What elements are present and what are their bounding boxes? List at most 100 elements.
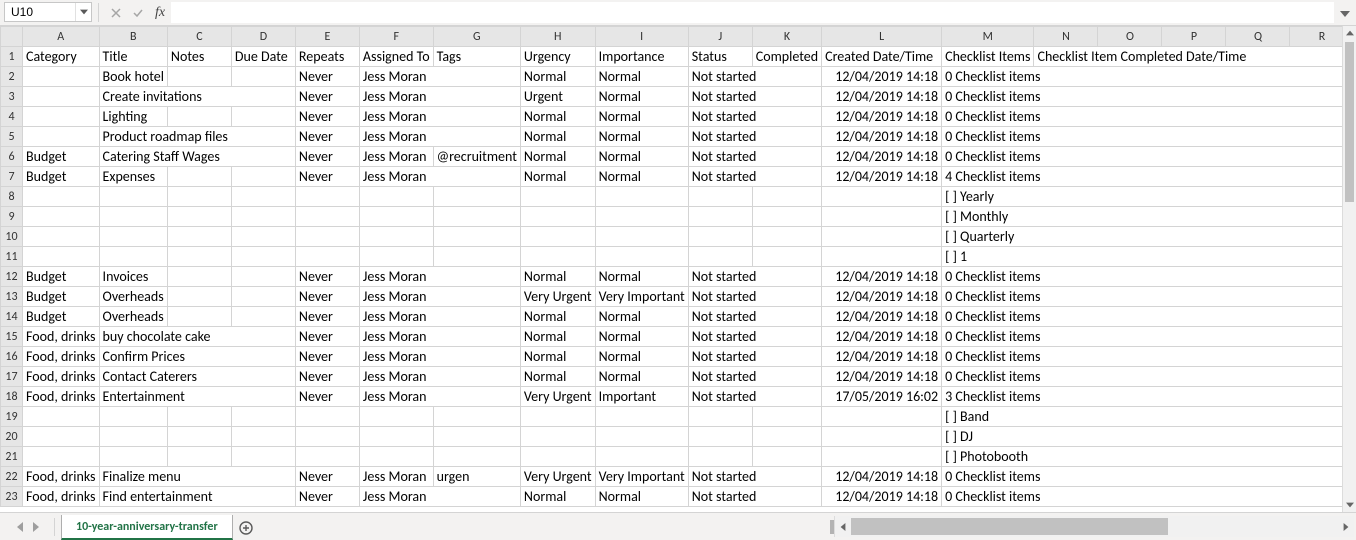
vertical-scrollbar[interactable] (1342, 26, 1356, 512)
cell-C8[interactable] (167, 187, 231, 207)
cell-F6[interactable]: Jess Moran (359, 147, 433, 167)
cell-C12[interactable] (167, 267, 231, 287)
cell-F20[interactable] (359, 427, 433, 447)
row-header-12[interactable]: 12 (1, 267, 23, 287)
cell-M1[interactable]: Checklist Items (942, 47, 1034, 67)
cell-L3[interactable]: 12/04/2019 14:18 (822, 87, 942, 107)
cell-J3[interactable]: Not started (688, 87, 821, 107)
cell-H11[interactable] (520, 247, 595, 267)
cell-L7[interactable]: 12/04/2019 14:18 (822, 167, 942, 187)
cell-B16[interactable]: Confirm Prices (99, 347, 295, 367)
cell-D19[interactable] (231, 407, 295, 427)
row-header-16[interactable]: 16 (1, 347, 23, 367)
cell-B21[interactable] (99, 447, 167, 467)
cell-A22[interactable]: Food, drinks (23, 467, 100, 487)
cell-M4[interactable]: 0 Checklist items (942, 107, 1342, 127)
cell-L17[interactable]: 12/04/2019 14:18 (822, 367, 942, 387)
cell-I20[interactable] (595, 427, 688, 447)
cell-L23[interactable]: 12/04/2019 14:18 (822, 487, 942, 507)
row-header-4[interactable]: 4 (1, 107, 23, 127)
cell-E12[interactable]: Never (295, 267, 359, 287)
col-header-Q[interactable]: Q (1226, 27, 1290, 47)
cell-M22[interactable]: 0 Checklist items (942, 467, 1342, 487)
col-header-M[interactable]: M (942, 27, 1034, 47)
cell-H13[interactable]: Very Urgent (520, 287, 595, 307)
col-header-O[interactable]: O (1098, 27, 1162, 47)
col-header-J[interactable]: J (688, 27, 752, 47)
row-header-10[interactable]: 10 (1, 227, 23, 247)
cell-I16[interactable]: Normal (595, 347, 688, 367)
cell-A2[interactable] (23, 67, 100, 87)
cell-M3[interactable]: 0 Checklist items (942, 87, 1342, 107)
cell-F14[interactable]: Jess Moran (359, 307, 520, 327)
horizontal-scroll-thumb[interactable] (851, 518, 1168, 535)
cell-I10[interactable] (595, 227, 688, 247)
cell-I17[interactable]: Normal (595, 367, 688, 387)
cell-F7[interactable]: Jess Moran (359, 167, 520, 187)
cell-F9[interactable] (359, 207, 433, 227)
cell-J14[interactable]: Not started (688, 307, 821, 327)
cell-D7[interactable] (231, 167, 295, 187)
cell-D20[interactable] (231, 427, 295, 447)
row-header-5[interactable]: 5 (1, 127, 23, 147)
cell-B23[interactable]: Find entertainment (99, 487, 295, 507)
cell-I11[interactable] (595, 247, 688, 267)
cell-D21[interactable] (231, 447, 295, 467)
cell-D1[interactable]: Due Date (231, 47, 295, 67)
cell-C4[interactable] (167, 107, 231, 127)
cell-I5[interactable]: Normal (595, 127, 688, 147)
cell-H14[interactable]: Normal (520, 307, 595, 327)
cell-I19[interactable] (595, 407, 688, 427)
cell-G10[interactable] (433, 227, 520, 247)
cell-B10[interactable] (99, 227, 167, 247)
col-header-R[interactable]: R (1290, 27, 1342, 47)
cell-M12[interactable]: 0 Checklist items (942, 267, 1342, 287)
cell-H4[interactable]: Normal (520, 107, 595, 127)
scroll-right-icon[interactable] (1338, 516, 1354, 537)
cell-I14[interactable]: Normal (595, 307, 688, 327)
cell-B9[interactable] (99, 207, 167, 227)
cell-I2[interactable]: Normal (595, 67, 688, 87)
cell-D10[interactable] (231, 227, 295, 247)
cell-F3[interactable]: Jess Moran (359, 87, 520, 107)
row-header-7[interactable]: 7 (1, 167, 23, 187)
cell-I21[interactable] (595, 447, 688, 467)
cell-M21[interactable]: [ ] Photobooth (942, 447, 1342, 467)
cell-L12[interactable]: 12/04/2019 14:18 (822, 267, 942, 287)
cell-I13[interactable]: Very Important (595, 287, 688, 307)
col-header-C[interactable]: C (167, 27, 231, 47)
cell-C19[interactable] (167, 407, 231, 427)
cell-E6[interactable]: Never (295, 147, 359, 167)
cell-B1[interactable]: Title (99, 47, 167, 67)
cell-C13[interactable] (167, 287, 231, 307)
cell-H16[interactable]: Normal (520, 347, 595, 367)
cell-I8[interactable] (595, 187, 688, 207)
cell-A20[interactable] (23, 427, 100, 447)
cell-F19[interactable] (359, 407, 433, 427)
cell-H19[interactable] (520, 407, 595, 427)
cell-B4[interactable]: Lighting (99, 107, 167, 127)
cell-M5[interactable]: 0 Checklist items (942, 127, 1342, 147)
cell-B14[interactable]: Overheads (99, 307, 167, 327)
cell-D11[interactable] (231, 247, 295, 267)
cell-K19[interactable] (752, 407, 821, 427)
cell-A13[interactable]: Budget (23, 287, 100, 307)
cell-H1[interactable]: Urgency (520, 47, 595, 67)
cell-A4[interactable] (23, 107, 100, 127)
cell-E9[interactable] (295, 207, 359, 227)
cell-M9[interactable]: [ ] Monthly (942, 207, 1342, 227)
cell-B20[interactable] (99, 427, 167, 447)
row-header-6[interactable]: 6 (1, 147, 23, 167)
row-header-11[interactable]: 11 (1, 247, 23, 267)
cell-H2[interactable]: Normal (520, 67, 595, 87)
cell-H9[interactable] (520, 207, 595, 227)
cell-H12[interactable]: Normal (520, 267, 595, 287)
cell-B6[interactable]: Catering Staff Wages (99, 147, 295, 167)
cell-F13[interactable]: Jess Moran (359, 287, 520, 307)
cell-F21[interactable] (359, 447, 433, 467)
col-header-G[interactable]: G (433, 27, 520, 47)
vertical-scroll-thumb[interactable] (1345, 42, 1354, 202)
scroll-left-icon[interactable] (835, 516, 851, 537)
cell-I3[interactable]: Normal (595, 87, 688, 107)
cell-A17[interactable]: Food, drinks (23, 367, 100, 387)
